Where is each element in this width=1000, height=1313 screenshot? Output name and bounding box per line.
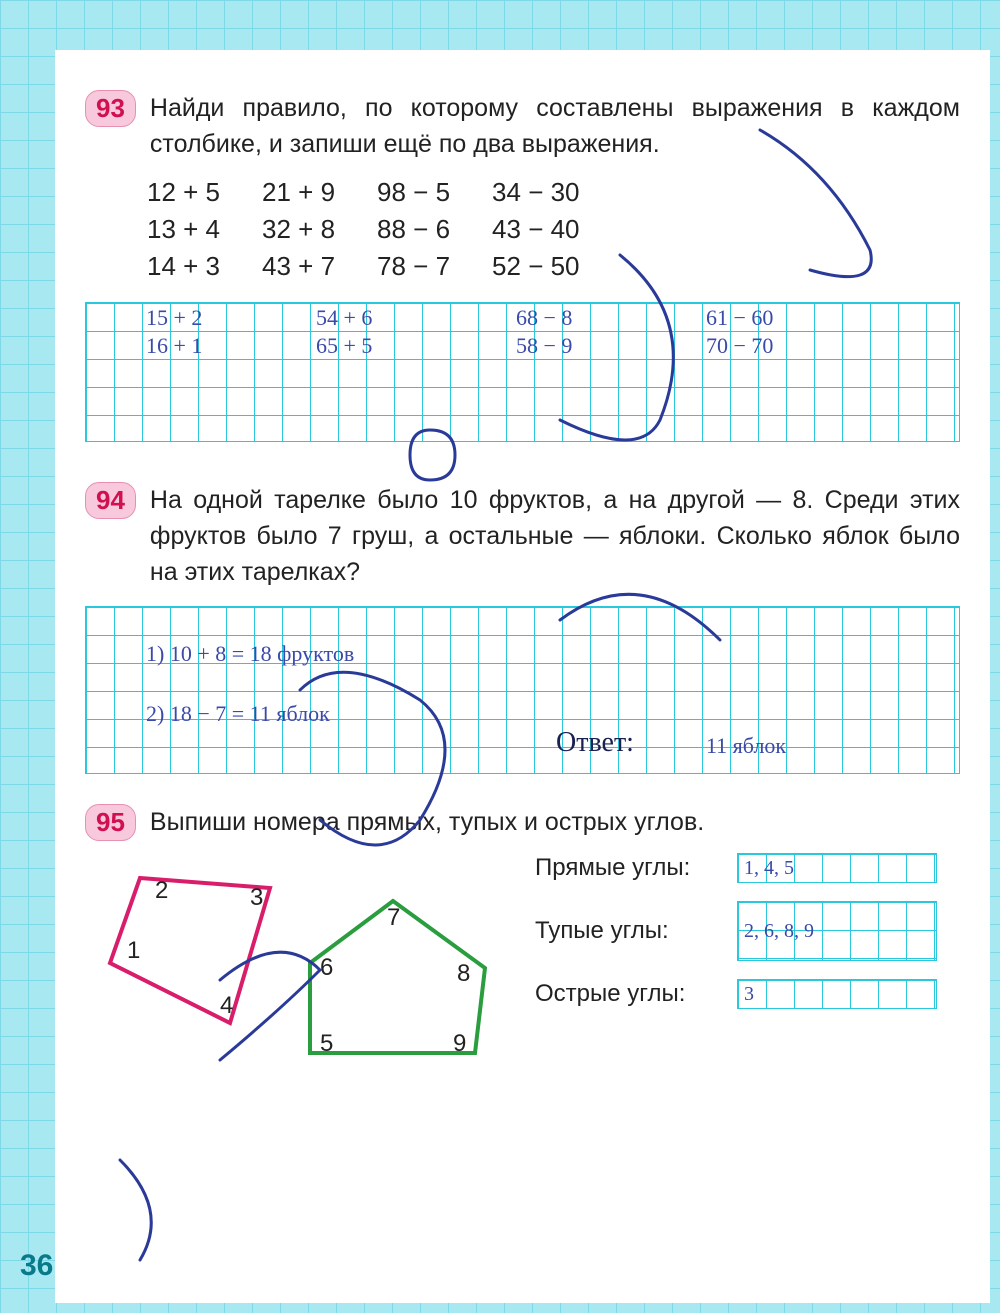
hw-answer: 54 + 6 [316, 305, 372, 331]
problem-94-text: На одной тарелке было 10 фруктов, а на д… [150, 482, 960, 591]
hw-work-line1: 1) 10 + 8 = 18 фруктов [146, 641, 354, 667]
svg-text:7: 7 [387, 904, 400, 931]
problem-95-text: Выпиши номера прямых, тупых и острых угл… [150, 804, 960, 840]
expr-cell: 78 − 7 [377, 249, 490, 284]
hw-answer: 65 + 5 [316, 333, 372, 359]
angle-classification: Прямые углы: 1, 4, 5 Тупые углы: 2, 6, 8… [535, 853, 960, 1027]
page-number: 36 [20, 1249, 53, 1283]
acute-angles-label: Острые углы: [535, 980, 725, 1008]
answer-grid-94: 1) 10 + 8 = 18 фруктов 2) 18 − 7 = 11 яб… [85, 606, 960, 774]
obtuse-angles-label: Тупые углы: [535, 917, 725, 945]
svg-text:9: 9 [453, 1030, 466, 1057]
acute-angles-answer: 3 [737, 979, 937, 1009]
obtuse-angles-answer: 2, 6, 8, 9 [737, 901, 937, 961]
problem-93: 93 Найди правило, по которому составлены… [85, 90, 960, 442]
hw-answer: 68 − 8 [516, 305, 572, 331]
svg-text:3: 3 [250, 884, 263, 911]
hw-answer: 70 − 70 [706, 333, 773, 359]
right-angles-answer: 1, 4, 5 [737, 853, 937, 883]
problem-93-number: 93 [85, 90, 136, 127]
svg-text:1: 1 [127, 937, 140, 964]
expr-cell: 13 + 4 [147, 212, 260, 247]
shapes-diagram: 1 2 3 4 5 6 7 8 9 [85, 853, 515, 1073]
expr-cell: 52 − 50 [492, 249, 619, 284]
expr-cell: 21 + 9 [262, 175, 375, 210]
problem-95: 95 Выпиши номера прямых, тупых и острых … [85, 804, 960, 1073]
expr-cell: 98 − 5 [377, 175, 490, 210]
problem-94: 94 На одной тарелке было 10 фруктов, а н… [85, 482, 960, 775]
hw-answer: 61 − 60 [706, 305, 773, 331]
right-angles-label: Прямые углы: [535, 854, 725, 882]
hw-answer: 58 − 9 [516, 333, 572, 359]
svg-text:5: 5 [320, 1030, 333, 1057]
svg-text:2: 2 [155, 877, 168, 904]
svg-text:6: 6 [320, 954, 333, 981]
answer-value: 11 яблок [706, 733, 786, 759]
expr-cell: 32 + 8 [262, 212, 375, 247]
svg-text:4: 4 [220, 992, 233, 1019]
expr-cell: 12 + 5 [147, 175, 260, 210]
expr-cell: 43 − 40 [492, 212, 619, 247]
problem-94-number: 94 [85, 482, 136, 519]
expr-cell: 88 − 6 [377, 212, 490, 247]
answer-grid-93: 15 + 2 54 + 6 68 − 8 61 − 60 16 + 1 65 +… [85, 302, 960, 442]
page-content: 93 Найди правило, по которому составлены… [55, 50, 990, 1303]
hw-answer: 16 + 1 [146, 333, 202, 359]
svg-text:8: 8 [457, 960, 470, 987]
expressions-table: 12 + 5 21 + 9 98 − 5 34 − 30 13 + 4 32 +… [145, 173, 622, 286]
problem-95-number: 95 [85, 804, 136, 841]
expr-cell: 43 + 7 [262, 249, 375, 284]
expr-cell: 34 − 30 [492, 175, 619, 210]
hw-answer: 15 + 2 [146, 305, 202, 331]
problem-93-text: Найди правило, по которому составлены вы… [150, 90, 960, 163]
hw-work-line2: 2) 18 − 7 = 11 яблок [146, 701, 330, 727]
expr-cell: 14 + 3 [147, 249, 260, 284]
answer-label: Ответ: [556, 727, 634, 759]
